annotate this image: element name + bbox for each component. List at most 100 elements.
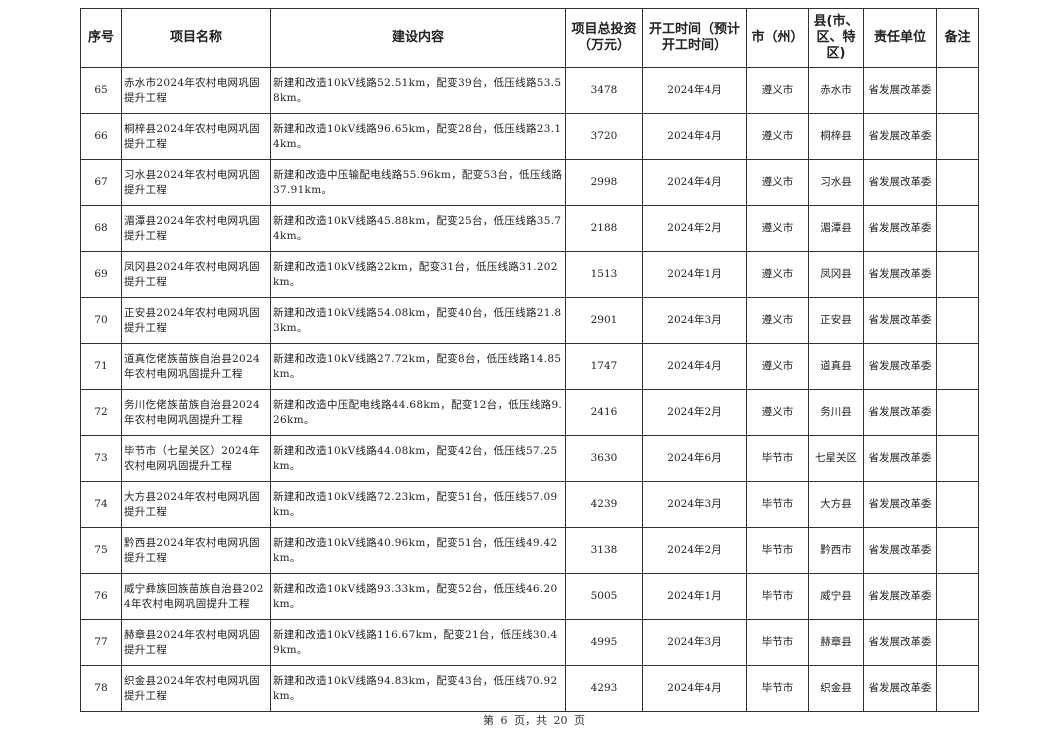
responsible-unit-cell: 省发展改革委 xyxy=(863,343,937,390)
total-investment-cell: 2188 xyxy=(565,205,643,252)
row-number-cell: 75 xyxy=(80,527,122,574)
table-row: 75 黔西县2024年农村电网巩固提升工程 新建和改造10kV线路40.96km，配… xyxy=(80,527,979,574)
header-start: 开工时间（预计开工时间） xyxy=(642,8,747,68)
header-no: 序号 xyxy=(80,8,122,68)
row-number-cell: 72 xyxy=(80,389,122,436)
construction-content-cell: 新建和改造10kV线路44.08km，配变42台，低压线57.25km。 xyxy=(270,435,566,482)
city-cell: 毕节市 xyxy=(746,481,809,528)
page-number: 第 6 页，共 20 页 xyxy=(483,714,585,727)
total-investment-cell: 1747 xyxy=(565,343,643,390)
row-number-cell: 70 xyxy=(80,297,122,344)
construction-content-cell: 新建和改造10kV线路40.96km，配变51台，低压线49.42km。 xyxy=(270,527,566,574)
start-time-cell: 2024年3月 xyxy=(642,619,747,666)
table-row: 78 织金县2024年农村电网巩固提升工程 新建和改造10kV线路94.83km，配… xyxy=(80,665,979,712)
construction-content-cell: 新建和改造10kV线路96.65km，配变28台，低压线路23.14km。 xyxy=(270,113,566,160)
table-row: 72 务川仡佬族苗族自治县2024年农村电网巩固提升工程 新建和改造中压配电线路44… xyxy=(80,389,979,436)
total-investment-cell: 2998 xyxy=(565,159,643,206)
construction-content-cell: 新建和改造10kV线路94.83km，配变43台，低压线70.92km。 xyxy=(270,665,566,712)
header-name: 项目名称 xyxy=(121,8,271,68)
header-investment: 项目总投资（万元） xyxy=(565,8,643,68)
project-table: 序号 项目名称 建设内容 项目总投资（万元） 开工时间（预计开工时间） 市（州）… xyxy=(80,8,979,712)
county-cell: 习水县 xyxy=(808,159,864,206)
total-investment-cell: 5005 xyxy=(565,573,643,620)
table-row: 69 凤冈县2024年农村电网巩固提升工程 新建和改造10kV线路22km，配变31… xyxy=(80,251,979,298)
total-investment-cell: 2901 xyxy=(565,297,643,344)
row-number-cell: 66 xyxy=(80,113,122,160)
county-cell: 务川县 xyxy=(808,389,864,436)
project-name-cell: 道真仡佬族苗族自治县2024年农村电网巩固提升工程 xyxy=(121,343,271,390)
county-cell: 桐梓县 xyxy=(808,113,864,160)
construction-content-cell: 新建和改造10kV线路22km，配变31台，低压线路31.202km。 xyxy=(270,251,566,298)
note-cell xyxy=(936,297,979,344)
table-row: 73 毕节市（七星关区）2024年农村电网巩固提升工程 新建和改造10kV线路44.… xyxy=(80,435,979,482)
start-time-cell: 2024年2月 xyxy=(642,389,747,436)
start-time-cell: 2024年4月 xyxy=(642,113,747,160)
project-name-cell: 威宁彝族回族苗族自治县2024年农村电网巩固提升工程 xyxy=(121,573,271,620)
table-row: 66 桐梓县2024年农村电网巩固提升工程 新建和改造10kV线路96.65km，配… xyxy=(80,113,979,160)
start-time-cell: 2024年2月 xyxy=(642,205,747,252)
row-number-cell: 68 xyxy=(80,205,122,252)
table-header-row: 序号 项目名称 建设内容 项目总投资（万元） 开工时间（预计开工时间） 市（州）… xyxy=(80,8,979,68)
table-row: 67 习水县2024年农村电网巩固提升工程 新建和改造中压输配电线路55.96km，… xyxy=(80,159,979,206)
project-name-cell: 桐梓县2024年农村电网巩固提升工程 xyxy=(121,113,271,160)
note-cell xyxy=(936,527,979,574)
construction-content-cell: 新建和改造中压输配电线路55.96km，配变53台，低压线路37.91km。 xyxy=(270,159,566,206)
project-name-cell: 赫章县2024年农村电网巩固提升工程 xyxy=(121,619,271,666)
note-cell xyxy=(936,573,979,620)
note-cell xyxy=(936,389,979,436)
project-name-cell: 湄潭县2024年农村电网巩固提升工程 xyxy=(121,205,271,252)
note-cell xyxy=(936,619,979,666)
note-cell xyxy=(936,67,979,114)
header-unit: 责任单位 xyxy=(863,8,937,68)
row-number-cell: 74 xyxy=(80,481,122,528)
start-time-cell: 2024年4月 xyxy=(642,343,747,390)
city-cell: 遵义市 xyxy=(746,343,809,390)
table-row: 68 湄潭县2024年农村电网巩固提升工程 新建和改造10kV线路45.88km，配… xyxy=(80,205,979,252)
construction-content-cell: 新建和改造10kV线路116.67km，配变21台，低压线30.49km。 xyxy=(270,619,566,666)
responsible-unit-cell: 省发展改革委 xyxy=(863,481,937,528)
start-time-cell: 2024年1月 xyxy=(642,251,747,298)
city-cell: 毕节市 xyxy=(746,527,809,574)
table-row: 77 赫章县2024年农村电网巩固提升工程 新建和改造10kV线路116.67km，… xyxy=(80,619,979,666)
row-number-cell: 77 xyxy=(80,619,122,666)
note-cell xyxy=(936,665,979,712)
table-row: 65 赤水市2024年农村电网巩固提升工程 新建和改造10kV线路52.51km，配… xyxy=(80,67,979,114)
city-cell: 毕节市 xyxy=(746,573,809,620)
project-name-cell: 织金县2024年农村电网巩固提升工程 xyxy=(121,665,271,712)
row-number-cell: 76 xyxy=(80,573,122,620)
note-cell xyxy=(936,159,979,206)
responsible-unit-cell: 省发展改革委 xyxy=(863,251,937,298)
total-investment-cell: 3720 xyxy=(565,113,643,160)
construction-content-cell: 新建和改造10kV线路27.72km，配变8台，低压线路14.85km。 xyxy=(270,343,566,390)
project-name-cell: 凤冈县2024年农村电网巩固提升工程 xyxy=(121,251,271,298)
county-cell: 织金县 xyxy=(808,665,864,712)
total-investment-cell: 3478 xyxy=(565,67,643,114)
start-time-cell: 2024年3月 xyxy=(642,297,747,344)
city-cell: 遵义市 xyxy=(746,113,809,160)
construction-content-cell: 新建和改造10kV线路72.23km，配变51台，低压线57.09km。 xyxy=(270,481,566,528)
row-number-cell: 73 xyxy=(80,435,122,482)
project-name-cell: 习水县2024年农村电网巩固提升工程 xyxy=(121,159,271,206)
row-number-cell: 78 xyxy=(80,665,122,712)
note-cell xyxy=(936,205,979,252)
header-note: 备注 xyxy=(936,8,979,68)
responsible-unit-cell: 省发展改革委 xyxy=(863,527,937,574)
city-cell: 遵义市 xyxy=(746,205,809,252)
city-cell: 毕节市 xyxy=(746,619,809,666)
city-cell: 遵义市 xyxy=(746,159,809,206)
responsible-unit-cell: 省发展改革委 xyxy=(863,205,937,252)
county-cell: 正安县 xyxy=(808,297,864,344)
note-cell xyxy=(936,251,979,298)
total-investment-cell: 1513 xyxy=(565,251,643,298)
row-number-cell: 71 xyxy=(80,343,122,390)
header-content: 建设内容 xyxy=(270,8,566,68)
header-city: 市（州） xyxy=(746,8,809,68)
start-time-cell: 2024年6月 xyxy=(642,435,747,482)
start-time-cell: 2024年4月 xyxy=(642,665,747,712)
city-cell: 遵义市 xyxy=(746,251,809,298)
table-row: 74 大方县2024年农村电网巩固提升工程 新建和改造10kV线路72.23km，配… xyxy=(80,481,979,528)
row-number-cell: 65 xyxy=(80,67,122,114)
responsible-unit-cell: 省发展改革委 xyxy=(863,665,937,712)
project-name-cell: 黔西县2024年农村电网巩固提升工程 xyxy=(121,527,271,574)
header-county: 县(市、区、特区) xyxy=(808,8,864,68)
